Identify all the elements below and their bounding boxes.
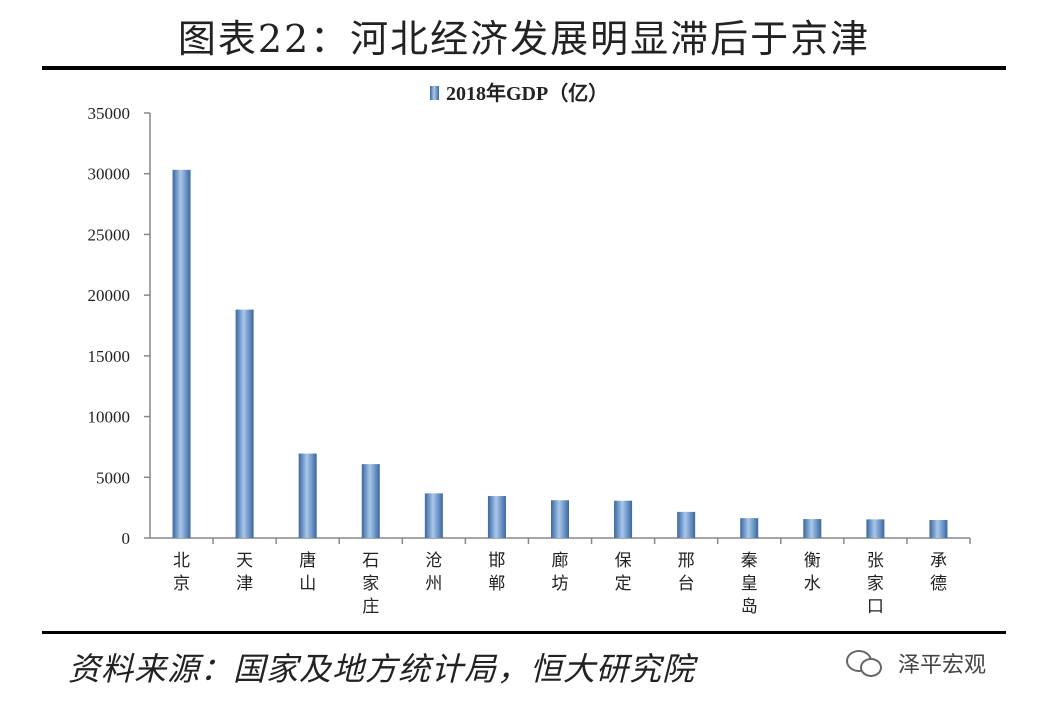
bar	[235, 309, 254, 538]
bar-chart: 2018年GDP（亿） 0 5000 10000 15000 20000 25000 300…	[88, 81, 971, 617]
bar	[929, 520, 948, 538]
y-tick-label: 0	[122, 529, 131, 548]
x-tick-label: 天津	[236, 551, 253, 594]
bar	[172, 169, 191, 539]
x-tick-label: 邯郸	[488, 551, 505, 594]
bar	[803, 519, 822, 538]
x-tick-label: 衡水	[804, 551, 821, 594]
legend: 2018年GDP（亿）	[430, 81, 608, 105]
legend-swatch	[430, 86, 439, 100]
y-tick-label: 20000	[88, 286, 131, 305]
top-rule	[42, 66, 1006, 70]
x-tick-label: 沧州	[425, 551, 442, 594]
y-tick-label: 15000	[88, 347, 131, 366]
chart-title: 图表22：河北经济发展明显滞后于京津	[177, 17, 871, 61]
source-note: 资料来源：国家及地方统计局，恒大研究院	[68, 650, 696, 688]
bottom-rule	[42, 631, 1006, 634]
bar	[298, 453, 317, 538]
x-tick-label: 保定	[615, 551, 632, 594]
wechat-icon	[846, 648, 884, 678]
x-tick-label: 邢台	[678, 551, 695, 594]
y-tick-label: 25000	[88, 225, 131, 244]
x-tick-label: 唐山	[299, 550, 316, 594]
x-tick-label: 廊坊	[552, 551, 569, 594]
bar	[487, 496, 506, 538]
brand-logo: 泽平宏观	[846, 647, 986, 679]
bar	[740, 518, 759, 538]
x-tick-label: 北京	[173, 551, 190, 594]
bar	[424, 493, 443, 538]
y-tick-label: 30000	[88, 165, 131, 184]
bar	[677, 511, 696, 538]
x-tick-label: 张家口	[867, 551, 884, 617]
x-tick-label: 秦皇岛	[741, 551, 758, 617]
bar	[866, 519, 885, 538]
legend-label: 2018年GDP（亿）	[446, 81, 608, 105]
y-tick-label: 10000	[88, 408, 131, 427]
y-tick-label: 5000	[96, 468, 130, 487]
x-tick-label: 承德	[930, 551, 947, 594]
bar	[614, 500, 633, 538]
bar	[551, 500, 569, 538]
x-tick-label: 石家庄	[362, 551, 379, 617]
y-tick-label: 35000	[88, 104, 131, 123]
brand-name: 泽平宏观	[898, 653, 987, 678]
bar	[361, 464, 380, 538]
